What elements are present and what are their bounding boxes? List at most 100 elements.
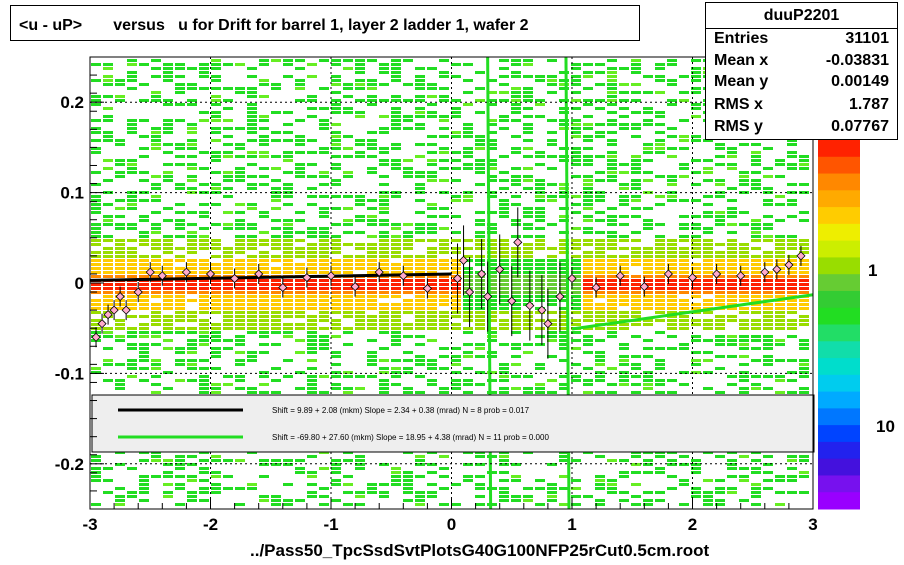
heat-cell: [475, 303, 485, 306]
heat-cell: [295, 291, 305, 294]
heat-cell: [415, 267, 425, 270]
heat-cell: [391, 115, 401, 118]
heat-cell: [199, 391, 209, 394]
heat-cell: [103, 303, 113, 306]
heat-cell: [643, 263, 653, 266]
heat-cell: [355, 491, 365, 494]
heat-cell: [355, 455, 365, 458]
heat-cell: [523, 387, 533, 390]
heat-cell: [667, 199, 677, 202]
heat-cell: [379, 191, 389, 194]
heat-cell: [379, 199, 389, 202]
heat-cell: [499, 463, 509, 466]
heat-cell: [727, 467, 737, 470]
stats-divider: [706, 28, 897, 29]
heat-cell: [391, 327, 401, 330]
heat-cell: [727, 459, 737, 462]
heat-cell: [151, 227, 161, 230]
heat-cell: [511, 347, 521, 350]
heat-cell: [499, 291, 509, 294]
heat-cell: [463, 327, 473, 330]
heat-cell: [727, 187, 737, 190]
heat-cell: [775, 379, 785, 382]
heat-cell: [319, 307, 329, 310]
heat-cell: [655, 223, 665, 226]
heat-cell: [667, 99, 677, 102]
heat-cell: [187, 287, 197, 290]
heat-cell: [583, 127, 593, 130]
heat-cell: [463, 271, 473, 274]
heat-cell: [727, 279, 737, 282]
heat-cell: [283, 267, 293, 270]
heat-cell: [391, 311, 401, 314]
heat-cell: [163, 131, 173, 134]
heat-cell: [139, 491, 149, 494]
heat-cell: [355, 195, 365, 198]
heat-cell: [739, 475, 749, 478]
heat-cell: [283, 191, 293, 194]
heat-cell: [487, 119, 497, 122]
heat-cell: [595, 123, 605, 126]
heat-cell: [583, 239, 593, 242]
heat-cell: [535, 503, 545, 506]
heat-cell: [619, 195, 629, 198]
heat-cell: [187, 251, 197, 254]
heat-cell: [535, 219, 545, 222]
heat-cell: [643, 207, 653, 210]
heat-cell: [775, 343, 785, 346]
heat-cell: [295, 299, 305, 302]
heat-cell: [163, 179, 173, 182]
heat-cell: [763, 227, 773, 230]
heat-cell: [211, 327, 221, 330]
stats-row-mean-x: Mean x -0.03831: [714, 52, 889, 74]
heat-cell: [511, 287, 521, 290]
heat-cell: [571, 323, 581, 326]
heat-cell: [691, 59, 701, 62]
heat-cell: [595, 135, 605, 138]
heat-cell: [307, 235, 317, 238]
heat-cell: [403, 159, 413, 162]
heat-cell: [91, 119, 101, 122]
heat-cell: [727, 263, 737, 266]
heat-cell: [151, 231, 161, 234]
heat-cell: [91, 271, 101, 274]
heat-cell: [607, 87, 617, 90]
heat-cell: [763, 359, 773, 362]
heat-cell: [523, 283, 533, 286]
heat-cell: [511, 291, 521, 294]
heat-cell: [91, 307, 101, 310]
heat-cell: [727, 383, 737, 386]
heat-cell: [319, 263, 329, 266]
heat-cell: [511, 387, 521, 390]
heat-cell: [211, 391, 221, 394]
heat-cell: [463, 279, 473, 282]
heat-cell: [163, 103, 173, 106]
heat-cell: [427, 267, 437, 270]
heat-cell: [595, 499, 605, 502]
heat-cell: [343, 267, 353, 270]
heat-cell: [523, 63, 533, 66]
heat-cell: [499, 303, 509, 306]
heat-cell: [487, 143, 497, 146]
heat-cell: [367, 267, 377, 270]
heat-cell: [571, 79, 581, 82]
heat-cell: [367, 199, 377, 202]
heat-cell: [235, 251, 245, 254]
heat-cell: [511, 91, 521, 94]
heat-cell: [175, 303, 185, 306]
heat-cell: [151, 323, 161, 326]
heat-cell: [559, 71, 569, 74]
heat-cell: [91, 231, 101, 234]
heat-cell: [187, 263, 197, 266]
heat-cell: [619, 291, 629, 294]
heat-cell: [247, 487, 257, 490]
heat-cell: [319, 303, 329, 306]
heat-cell: [259, 63, 269, 66]
heat-cell: [667, 155, 677, 158]
heat-cell: [463, 311, 473, 314]
heat-cell: [319, 251, 329, 254]
heat-cell: [763, 215, 773, 218]
heat-cell: [619, 475, 629, 478]
heat-cell: [487, 131, 497, 134]
